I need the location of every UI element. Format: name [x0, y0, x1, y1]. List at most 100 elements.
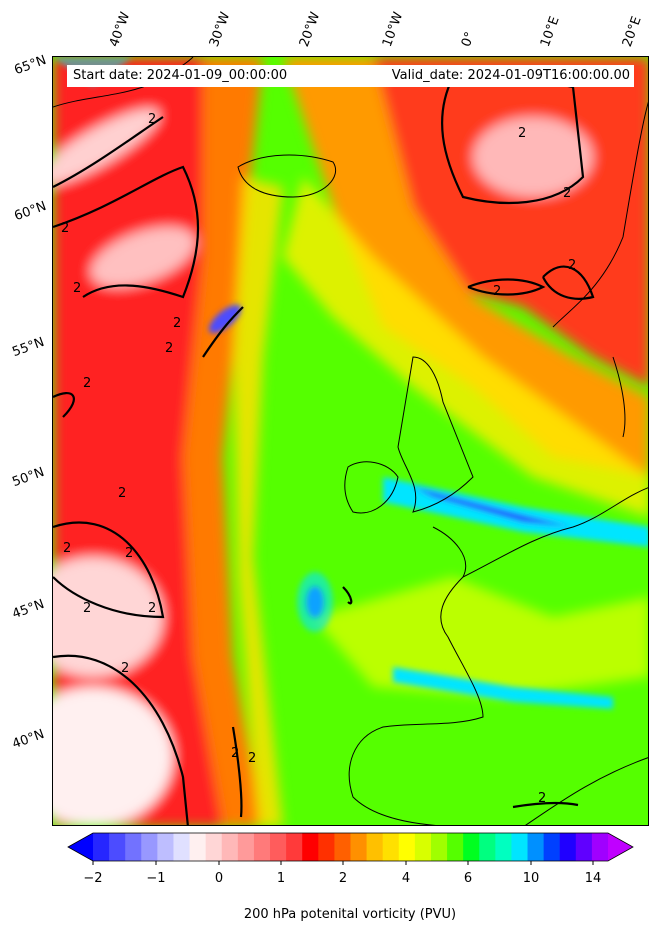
pv-lobe-5 [473, 117, 593, 197]
pv-lobe-1 [53, 108, 160, 186]
pv-jet-streak-south [393, 667, 613, 709]
colorbar-segment [366, 833, 384, 861]
contour-label: 2 [148, 601, 156, 616]
lon-label-30w: 30°W [206, 10, 234, 49]
colorbar-segment [302, 833, 319, 861]
colorbar-segment [382, 833, 400, 861]
colorbar-segment [286, 833, 303, 861]
date-info-box: Start date: 2024-01-09_00:00:00 Valid_da… [67, 65, 634, 87]
pv-yellow-band [283, 177, 648, 517]
colorbar-tick: 1 [276, 871, 286, 886]
contour-label: 2 [518, 126, 526, 141]
pv-contour-7 [467, 278, 546, 296]
contour-label: 2 [148, 112, 156, 127]
colorbar-segment [109, 833, 126, 861]
colorbar-segment [157, 833, 174, 861]
colorbar-extend-high [608, 833, 633, 861]
pv-contour-9 [202, 306, 244, 358]
pv-contour-8 [542, 265, 595, 300]
colorbar-segment [463, 833, 480, 861]
colorbar-title: 200 hPa potenital vorticity (PVU) [243, 907, 457, 922]
contour-label: 2 [83, 601, 91, 616]
pv-lobe-2 [90, 226, 196, 288]
coast-great-britain [397, 356, 474, 513]
pv-contour-11 [512, 801, 579, 809]
pv-contour-12 [342, 586, 353, 605]
colorbar-segment [414, 833, 432, 861]
coast-iceland [237, 154, 336, 198]
start-date-label: Start date: 2024-01-09_00:00:00 [73, 68, 288, 83]
colorbar-segment [173, 833, 191, 861]
coast-norway [552, 101, 648, 328]
contour-label: 2 [125, 546, 133, 561]
colorbar-tick: −1 [146, 871, 166, 886]
colorbar-segment [479, 833, 496, 861]
pv-cyan-spot [297, 572, 333, 632]
colorbar-tick: 6 [463, 871, 473, 886]
lon-label-40w: 40°W [106, 10, 134, 49]
colorbar-tick: 4 [401, 871, 411, 886]
contour-label: 2 [165, 341, 173, 356]
colorbar-segment [334, 833, 351, 861]
lat-label-55n: 55°N [10, 334, 47, 361]
lat-label-40n: 40°N [10, 726, 47, 753]
lat-label-50n: 50°N [10, 464, 47, 491]
colorbar-segment [125, 833, 142, 861]
coast-africa [525, 757, 648, 825]
colorbar-tick: 2 [338, 871, 348, 886]
colorbar-segment [447, 833, 464, 861]
colorbar-segment [398, 833, 416, 861]
colorbar-segment [141, 833, 158, 861]
pv-lobe-3 [53, 557, 163, 677]
pv-yellow-south [313, 577, 648, 697]
contour-label: 2 [568, 258, 576, 273]
colorbar-segment [350, 833, 368, 861]
colorbar [67, 832, 634, 865]
lon-label-20e: 20°E [619, 14, 645, 50]
contour-label: 2 [63, 541, 71, 556]
pv-contour-5 [53, 654, 189, 825]
pv-orange-north [283, 57, 648, 477]
lat-label-65n: 65°N [12, 52, 49, 79]
lon-label-10e: 10°E [537, 14, 563, 50]
pv-contour-10 [231, 726, 243, 818]
contour-label: 2 [121, 661, 129, 676]
colorbar-segment [221, 833, 239, 861]
colorbar-segment [527, 833, 545, 861]
contour-label: 2 [231, 746, 239, 761]
colorbar-segment [93, 833, 110, 861]
pv-jet-streak-east [383, 477, 648, 547]
pv-blue-spot-north [208, 304, 242, 334]
coast-denmark [612, 356, 626, 438]
lon-label-0: 0° [458, 29, 479, 49]
coast-europe-east [462, 487, 648, 578]
colorbar-tick: −2 [83, 871, 103, 886]
colorbar-segment [270, 833, 287, 861]
colorbar-segment [253, 833, 271, 861]
colorbar-segment [189, 833, 207, 861]
contour-label: 2 [538, 791, 546, 806]
contour-label: 2 [61, 221, 69, 236]
contour-label: 2 [118, 486, 126, 501]
lon-label-10w: 10°W [379, 10, 407, 49]
colorbar-segment [237, 833, 255, 861]
colorbar-segment [543, 833, 561, 861]
lon-label-20w: 20°W [296, 10, 324, 49]
colorbar-segment [430, 833, 448, 861]
colorbar-segment [575, 833, 593, 861]
contour-label: 2 [248, 751, 256, 766]
pv-contour-3 [53, 392, 75, 418]
colorbar-segment [559, 833, 577, 861]
colorbar-extend-low [68, 833, 93, 861]
colorbar-segment [591, 833, 609, 861]
contour-label: 2 [173, 316, 181, 331]
pv-lobe-4 [53, 687, 173, 825]
coast-ireland [344, 461, 399, 514]
contour-label: 2 [73, 281, 81, 296]
colorbar-segment [495, 833, 512, 861]
contour-label: 2 [493, 284, 501, 299]
pv-contour-2 [53, 165, 200, 299]
coast-france-iberia [348, 526, 484, 825]
valid-date-label: Valid_date: 2024-01-09T16:00:00.00 [391, 68, 630, 83]
